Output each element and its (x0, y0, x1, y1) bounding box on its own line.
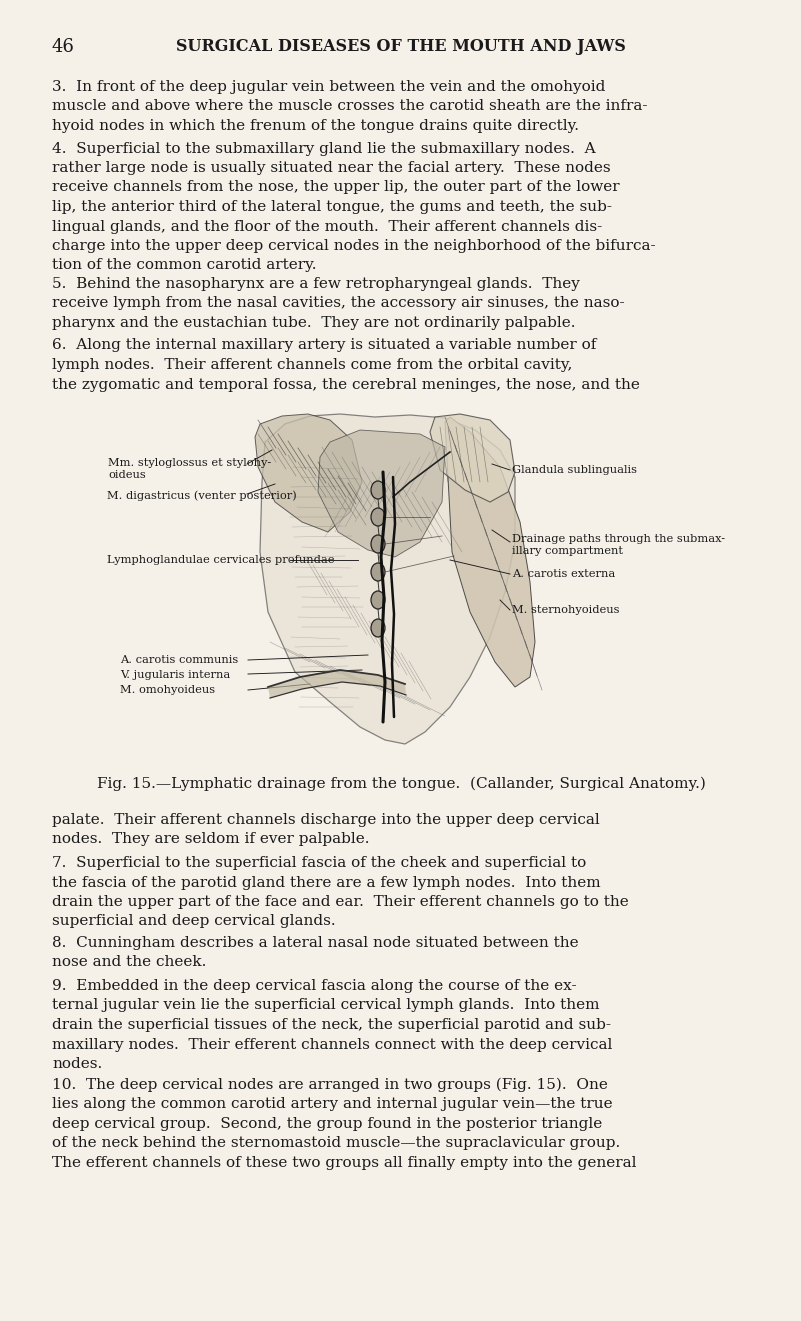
Ellipse shape (371, 620, 385, 637)
Text: oideus: oideus (108, 470, 146, 480)
Ellipse shape (371, 509, 385, 526)
Text: Mm. styloglossus et stylohy-: Mm. styloglossus et stylohy- (108, 458, 272, 468)
Text: 9.  Embedded in the deep cervical fascia along the course of the ex-
ternal jugu: 9. Embedded in the deep cervical fascia … (52, 979, 613, 1071)
Polygon shape (255, 413, 362, 532)
Ellipse shape (371, 481, 385, 499)
Text: M. omohyoideus: M. omohyoideus (120, 686, 215, 695)
Text: M. sternohyoideus: M. sternohyoideus (512, 605, 619, 616)
Text: 10.  The deep cervical nodes are arranged in two groups (Fig. 15).  One
lies alo: 10. The deep cervical nodes are arranged… (52, 1078, 637, 1170)
Text: illary compartment: illary compartment (512, 546, 623, 556)
Text: 5.  Behind the nasopharynx are a few retropharyngeal glands.  They
receive lymph: 5. Behind the nasopharynx are a few retr… (52, 277, 625, 330)
Ellipse shape (371, 590, 385, 609)
Ellipse shape (371, 563, 385, 581)
Text: M. digastricus (venter posterior): M. digastricus (venter posterior) (107, 490, 296, 501)
Text: 46: 46 (52, 38, 74, 55)
Text: Fig. 15.—Lymphatic drainage from the tongue.  (Callander, Surgical Anatomy.): Fig. 15.—Lymphatic drainage from the ton… (97, 777, 706, 791)
Text: 7.  Superficial to the superficial fascia of the cheek and superficial to
the fa: 7. Superficial to the superficial fascia… (52, 856, 629, 929)
Text: Glandula sublingualis: Glandula sublingualis (512, 465, 637, 476)
Text: palate.  Their afferent channels discharge into the upper deep cervical
nodes.  : palate. Their afferent channels discharg… (52, 812, 600, 847)
Text: 4.  Superficial to the submaxillary gland lie the submaxillary nodes.  A
rather : 4. Superficial to the submaxillary gland… (52, 141, 656, 272)
Text: A. carotis communis: A. carotis communis (120, 655, 238, 664)
Text: 8.  Cunningham describes a lateral nasal node situated between the
nose and the : 8. Cunningham describes a lateral nasal … (52, 937, 578, 970)
Text: V. jugularis interna: V. jugularis interna (120, 670, 230, 680)
Polygon shape (318, 431, 445, 557)
Polygon shape (260, 413, 515, 744)
Text: Drainage paths through the submax-: Drainage paths through the submax- (512, 534, 725, 544)
Text: Lymphoglandulae cervicales profundae: Lymphoglandulae cervicales profundae (107, 555, 335, 565)
Polygon shape (430, 413, 515, 502)
Text: 6.  Along the internal maxillary artery is situated a variable number of
lymph n: 6. Along the internal maxillary artery i… (52, 338, 640, 391)
Polygon shape (268, 670, 406, 697)
Text: A. carotis externa: A. carotis externa (512, 569, 615, 579)
Text: 3.  In front of the deep jugular vein between the vein and the omohyoid
muscle a: 3. In front of the deep jugular vein bet… (52, 81, 647, 133)
Polygon shape (445, 417, 535, 687)
Text: SURGICAL DISEASES OF THE MOUTH AND JAWS: SURGICAL DISEASES OF THE MOUTH AND JAWS (176, 38, 626, 55)
Ellipse shape (371, 535, 385, 553)
